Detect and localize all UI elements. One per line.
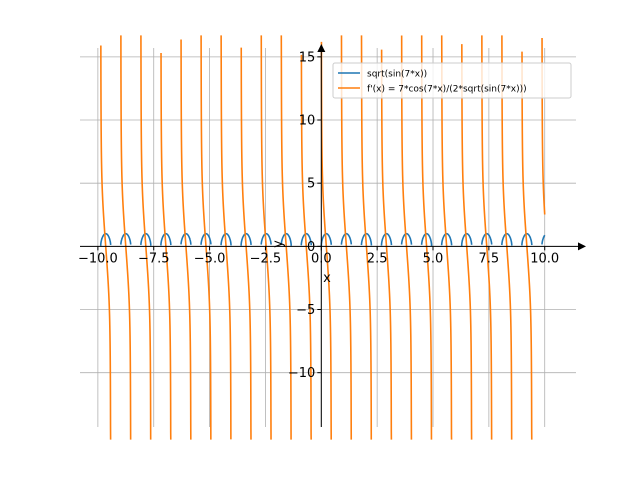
y-tick-label: −10	[288, 366, 315, 381]
x-tick-label: −10.0	[78, 251, 118, 266]
axes	[80, 44, 586, 427]
x-tick-label: 7.5	[479, 251, 500, 266]
legend: sqrt(sin(7*x)) f'(x) = 7*cos(7*x)/(2*sqr…	[332, 62, 572, 99]
x-tick-label: 10.0	[530, 251, 559, 266]
x-axis-arrow	[578, 242, 586, 251]
legend-box	[332, 62, 572, 99]
x-tick-label: −7.5	[138, 251, 170, 266]
x-tick-label: 5.0	[423, 251, 444, 266]
legend-label-df: f'(x) = 7*cos(7*x)/(2*sqrt(sin(7*x)))	[367, 85, 527, 95]
y-axis-arrow	[317, 44, 326, 52]
y-tick-label: 10	[299, 114, 316, 129]
ticks: −10.0 −7.5 −5.0 −2.5 0.0 2.5 5.0 7.5 10.0 −10 −5 0 5…	[78, 50, 559, 381]
y-tick-label: 5	[307, 177, 315, 192]
series-line-f	[99, 232, 546, 247]
y-axis-label: y	[271, 240, 286, 248]
x-tick-label: 0.0	[311, 251, 332, 266]
x-axis-label: x	[323, 271, 331, 286]
legend-label-f: sqrt(sin(7*x))	[367, 70, 427, 80]
y-tick-label: 0	[307, 240, 315, 255]
x-tick-label: −2.5	[250, 251, 282, 266]
y-tick-label: 15	[299, 50, 316, 65]
y-tick-label: −5	[296, 303, 315, 318]
x-tick-label: 2.5	[367, 251, 388, 266]
grid	[80, 48, 576, 427]
x-tick-label: −5.0	[194, 251, 226, 266]
